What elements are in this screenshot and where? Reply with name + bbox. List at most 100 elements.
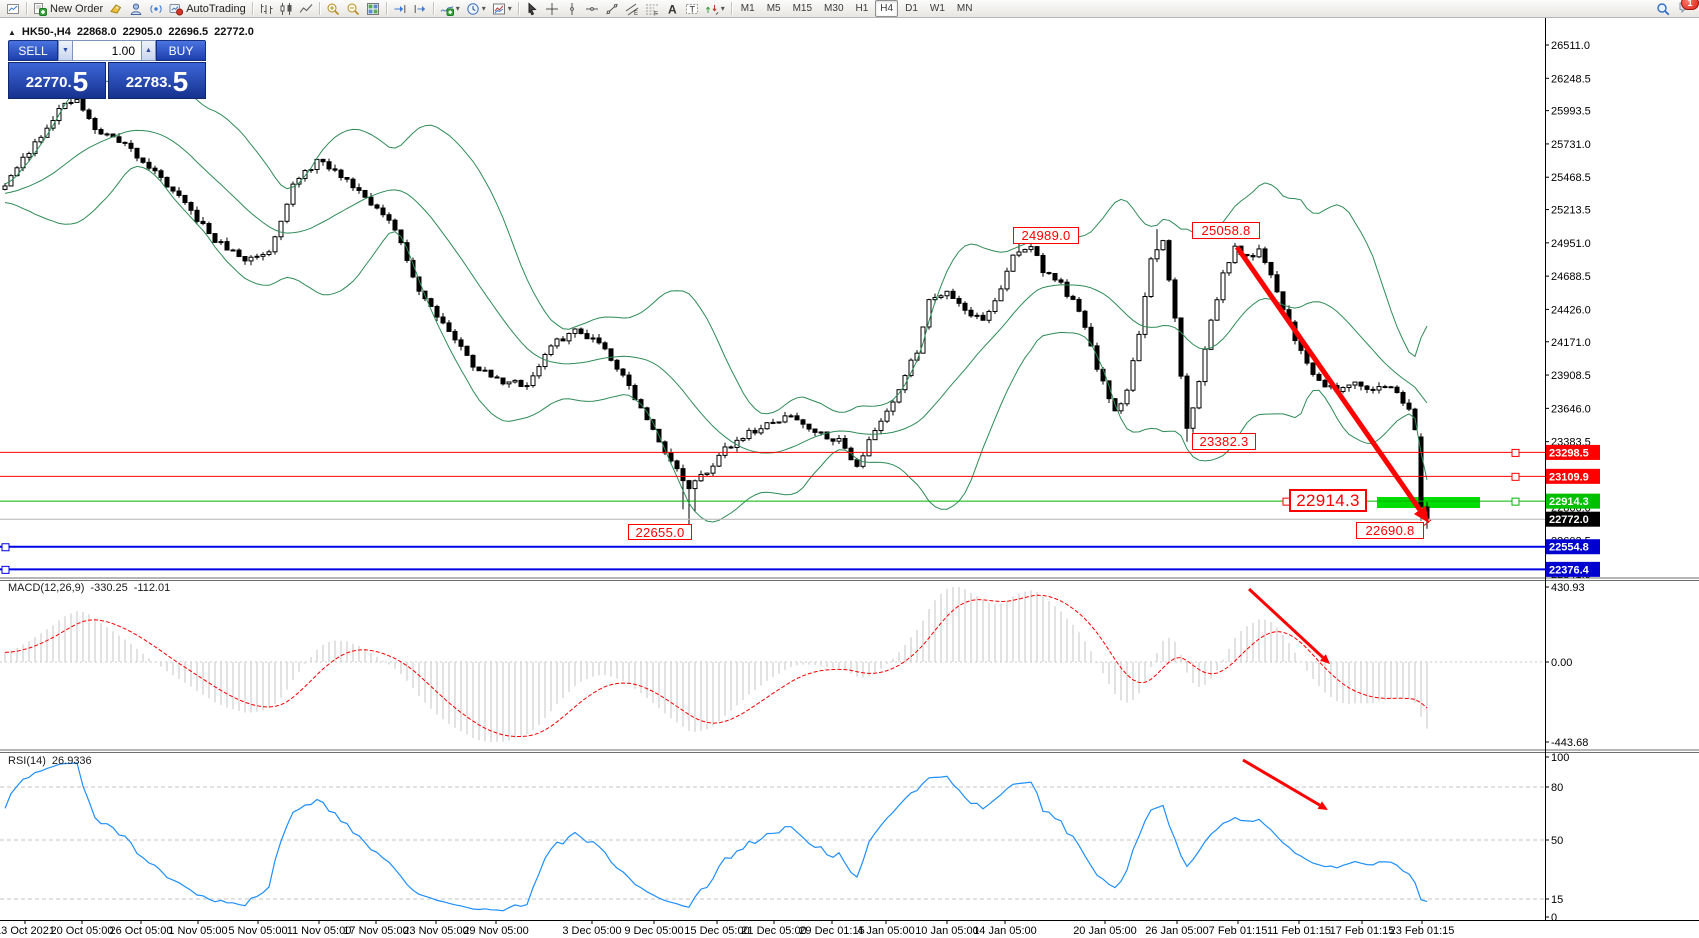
new-chart-button[interactable] — [3, 1, 23, 17]
zoom-in-icon — [326, 2, 340, 16]
trend-arrow[interactable] — [1247, 587, 1324, 659]
line-handle[interactable] — [1511, 497, 1520, 506]
chart-shift-button[interactable] — [410, 1, 430, 17]
line-handle[interactable] — [1511, 472, 1520, 481]
candle-body — [842, 437, 848, 449]
search-icon[interactable] — [1656, 2, 1670, 16]
timeframe-button-d1[interactable]: D1 — [905, 3, 918, 14]
expert-advisors-button[interactable] — [126, 1, 146, 17]
chart-shift-icon — [413, 2, 427, 16]
trendline-icon — [605, 2, 619, 16]
dropdown-caret-icon[interactable]: ▾ — [481, 4, 486, 13]
price-annotation[interactable]: 22690.8 — [1356, 522, 1424, 539]
zoom-out-button[interactable] — [343, 1, 363, 17]
sell-button[interactable]: SELL — [8, 40, 58, 61]
trend-arrow[interactable] — [1234, 245, 1422, 512]
new-order-button[interactable]: New Order — [30, 1, 106, 17]
timeframe-button-m5[interactable]: M5 — [766, 3, 781, 14]
toolbar-separator — [730, 2, 732, 15]
candle-body — [854, 459, 860, 467]
candle-body — [284, 203, 290, 222]
auto-scroll-button[interactable] — [390, 1, 410, 17]
candle-body — [1208, 319, 1214, 350]
vertical-line-button[interactable] — [562, 1, 582, 17]
candle-body — [68, 101, 74, 104]
buy-price[interactable]: 22783. 5 — [108, 62, 206, 99]
dropdown-caret-icon[interactable]: ▾ — [720, 4, 725, 13]
expert-advisors-icon — [129, 2, 143, 16]
signals-button[interactable] — [146, 1, 166, 17]
candle-body — [674, 460, 680, 470]
notifications-button[interactable]: 1 — [1678, 0, 1699, 17]
dropdown-caret-icon[interactable]: ▾ — [507, 4, 512, 13]
green-highlight-bar[interactable] — [1377, 497, 1480, 508]
line-handle[interactable] — [1, 565, 10, 574]
candle-body — [806, 423, 812, 430]
candlestick-chart-button[interactable] — [276, 1, 296, 17]
timeframe-button-m30[interactable]: M30 — [824, 3, 844, 14]
line-handle[interactable] — [1511, 448, 1520, 457]
timeframe-button-w1[interactable]: W1 — [929, 3, 945, 14]
candle-body — [326, 161, 332, 170]
equidistant-channel-button[interactable]: E — [622, 1, 642, 17]
buy-button[interactable]: BUY — [156, 40, 206, 61]
candle-body — [38, 136, 44, 143]
line-chart-button[interactable] — [296, 1, 316, 17]
zoom-in-button[interactable] — [323, 1, 343, 17]
timeframe-button-m15[interactable]: M15 — [792, 3, 813, 14]
candle-body — [188, 202, 194, 211]
autotrading-button[interactable]: AutoTrading — [166, 1, 249, 17]
timeframe-button-mn[interactable]: MN — [956, 3, 973, 14]
market-watch-button[interactable] — [106, 1, 126, 17]
price-annotation[interactable]: 22655.0 — [628, 524, 692, 540]
timeframe-button-h1[interactable]: H1 — [855, 3, 869, 14]
cursor-button[interactable] — [522, 1, 542, 17]
candle-body — [320, 158, 326, 163]
cursor-icon — [525, 1, 539, 16]
periods-button[interactable]: ▾ — [463, 1, 489, 17]
bar-chart-button[interactable] — [256, 1, 276, 17]
timeframe-button-h4[interactable]: H4 — [875, 0, 899, 17]
collapse-triangle-icon[interactable]: ▲ — [8, 27, 16, 37]
volume-down-button[interactable]: ▼ — [58, 40, 73, 61]
candle-body — [206, 223, 212, 235]
autotrading-label: AutoTrading — [186, 2, 246, 15]
price-axis-box — [1546, 561, 1600, 577]
volume-input[interactable] — [73, 40, 141, 61]
time-axis-label: 26 Oct 05:00 — [110, 925, 173, 937]
price-annotation[interactable]: 23382.3 — [1192, 433, 1256, 450]
horizontal-line-button[interactable] — [582, 1, 602, 17]
candle-body — [230, 249, 236, 252]
indicators-button[interactable]: ▾ — [437, 1, 463, 17]
candle-body — [302, 170, 308, 179]
trend-arrow-head[interactable] — [1317, 801, 1328, 810]
candle-body — [1070, 295, 1076, 300]
tile-windows-button[interactable] — [363, 1, 383, 17]
arrows-tool-button[interactable]: ▾ — [702, 1, 728, 17]
fibonacci-button[interactable]: F — [642, 1, 662, 17]
trend-arrow-head[interactable] — [1413, 505, 1429, 523]
trend-arrow-head[interactable] — [1320, 654, 1330, 664]
candle-body — [1358, 381, 1364, 387]
sell-price[interactable]: 22770. 5 — [8, 62, 106, 99]
candle-body — [290, 183, 296, 205]
dropdown-caret-icon[interactable]: ▾ — [455, 4, 460, 13]
candle-body — [1214, 299, 1220, 321]
trendline-button[interactable] — [602, 1, 622, 17]
text-button[interactable]: A — [662, 1, 682, 17]
time-axis-label: 11 Feb 01:15 — [1267, 925, 1331, 937]
price-annotation[interactable]: 22914.3 — [1289, 489, 1367, 512]
crosshair-button[interactable] — [542, 1, 562, 17]
trend-arrow[interactable] — [1242, 758, 1321, 807]
line-handle[interactable] — [1, 543, 10, 552]
text-label-button[interactable]: T — [682, 1, 702, 17]
templates-button[interactable]: ▾ — [489, 1, 515, 17]
candle-body — [146, 161, 152, 169]
candle-body — [32, 141, 38, 155]
price-annotation[interactable]: 24989.0 — [1013, 227, 1079, 244]
price-annotation[interactable]: 25058.8 — [1192, 222, 1260, 239]
candle-body — [1394, 386, 1400, 394]
candle-body — [518, 379, 524, 387]
timeframe-button-m1[interactable]: M1 — [740, 3, 755, 14]
volume-up-button[interactable]: ▲ — [141, 40, 156, 61]
